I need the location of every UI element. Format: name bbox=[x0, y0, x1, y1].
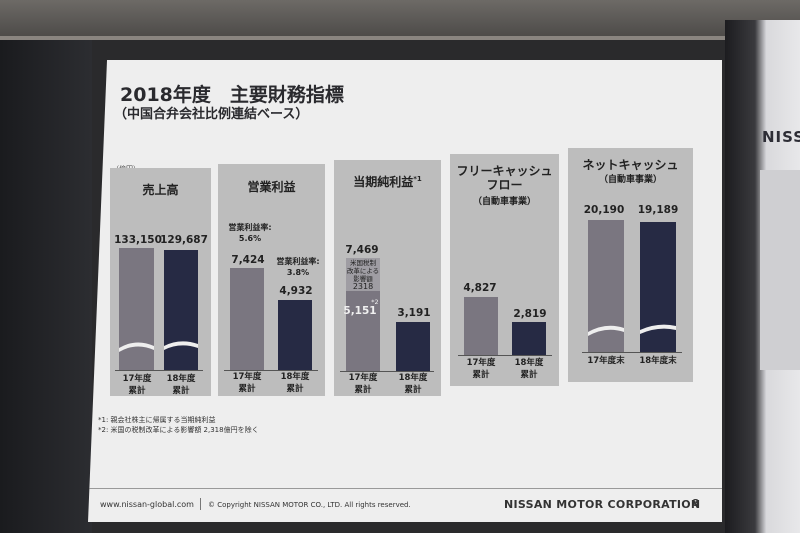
footnote-2: *2: 米国の税制改革による影響額 2,318億円を除く bbox=[98, 426, 259, 434]
category-label-fy17: 17年度 累計 bbox=[466, 358, 496, 380]
panel-title: フリーキャッシュ フロー bbox=[456, 164, 553, 192]
footnote-ref: *1 bbox=[413, 175, 422, 183]
value-label-fy18: 3,191 bbox=[397, 307, 431, 319]
projected-slide: 2018年度 主要財務指標 （中国合弁会社比例連結ベース） （億円） 売上高 1… bbox=[88, 60, 722, 522]
x-axis bbox=[458, 355, 552, 356]
ceiling-edge bbox=[0, 36, 800, 40]
value-label-fy17: 7,424 bbox=[231, 254, 265, 266]
margin-annotation-fy17: 営業利益率: 5.6% bbox=[228, 223, 272, 243]
category-label-fy18: 18年度 累計 bbox=[398, 373, 428, 395]
value-label-fy18: 2,819 bbox=[513, 308, 547, 320]
x-axis bbox=[582, 352, 682, 353]
bar-fy17-tax-effect bbox=[346, 258, 380, 291]
footer-separator bbox=[200, 498, 201, 510]
footer-company: NISSAN MOTOR CORPORATION bbox=[504, 498, 701, 511]
category-label-fy17: 17年度 累計 bbox=[348, 373, 378, 395]
footnote-1: *1: 親会社株主に帰属する当期純利益 bbox=[98, 416, 216, 424]
footnotes: *1: 親会社株主に帰属する当期純利益 *2: 米国の税制改革による影響額 2,… bbox=[98, 415, 259, 435]
slide-subtitle: （中国合弁会社比例連結ベース） bbox=[114, 107, 309, 122]
category-label-fy17: 17年度末 bbox=[587, 356, 625, 366]
category-label-fy18: 18年度 累計 bbox=[280, 372, 310, 394]
bar-fy17 bbox=[464, 297, 498, 355]
ceiling bbox=[0, 0, 800, 40]
panel-title-text: 当期純利益 bbox=[353, 175, 414, 189]
base-note: *2 bbox=[371, 298, 379, 306]
page-number: 8 bbox=[692, 498, 699, 509]
axis-break-mark bbox=[588, 324, 676, 336]
chart-panel-revenue: 売上高 133,150 129,687 17年度 累計 18年度 累計 bbox=[110, 168, 211, 396]
value-label-fy18: 19,189 bbox=[637, 204, 679, 216]
category-label-fy18: 18年度 累計 bbox=[514, 358, 544, 380]
bar-fy18 bbox=[164, 250, 198, 370]
x-axis bbox=[224, 370, 318, 371]
category-label-fy17: 17年度 累計 bbox=[122, 374, 152, 396]
category-label-fy17: 17年度 累計 bbox=[232, 372, 262, 394]
bar-fy18 bbox=[512, 322, 546, 355]
category-label-fy18: 18年度 累計 bbox=[166, 374, 196, 396]
chart-panel-net-income: 当期純利益*1 7,469 米国税制 改革による 影響額 2318 *2 5,1… bbox=[334, 160, 441, 396]
axis-break-mark bbox=[119, 341, 198, 352]
bar-fy18 bbox=[278, 300, 312, 370]
panel-subtitle: （自動車事業） bbox=[598, 175, 662, 185]
chart-panel-operating-profit: 営業利益 営業利益率: 5.6% 7,424 営業利益率: 3.8% 4,932… bbox=[218, 164, 325, 396]
left-wall bbox=[0, 40, 92, 533]
x-axis bbox=[340, 371, 434, 372]
x-axis bbox=[115, 370, 203, 371]
value-label-fy17: 20,190 bbox=[583, 204, 625, 216]
bar-fy17 bbox=[119, 248, 154, 370]
panel-subtitle: （自動車事業） bbox=[472, 197, 536, 207]
panel-title: 当期純利益*1 bbox=[334, 173, 441, 190]
value-label-fy18: 4,932 bbox=[279, 285, 313, 297]
bar-fy17-base bbox=[346, 291, 380, 371]
panel-title: 売上高 bbox=[142, 183, 179, 197]
category-label-fy18: 18年度末 bbox=[639, 356, 677, 366]
panel-title: 営業利益 bbox=[247, 180, 296, 194]
value-label-fy18: 129,687 bbox=[160, 234, 208, 246]
value-label-fy17: 4,827 bbox=[463, 282, 497, 294]
value-label-fy17: 133,150 bbox=[114, 234, 162, 246]
slide-title: 2018年度 主要財務指標 bbox=[120, 84, 344, 106]
bar-fy18 bbox=[396, 322, 430, 371]
footer-divider bbox=[88, 488, 722, 489]
footer-copyright: © Copyright NISSAN MOTOR CO., LTD. All r… bbox=[208, 501, 411, 509]
tax-effect-value: 2318 bbox=[352, 282, 374, 291]
chart-panel-free-cash-flow: フリーキャッシュ フロー （自動車事業） 4,827 2,819 17年度 累計… bbox=[450, 154, 559, 386]
chart-panel-net-cash: ネットキャッシュ （自動車事業） 20,190 19,189 17年度末 18年… bbox=[568, 148, 693, 382]
panel-title: ネットキャッシュ bbox=[582, 158, 679, 172]
bar-fy17 bbox=[230, 268, 264, 370]
footer-url: www.nissan-global.com bbox=[100, 500, 194, 509]
value-label-fy17: 7,469 bbox=[345, 244, 379, 256]
wall-sign: NISS bbox=[762, 128, 800, 146]
base-value-label: 5,151 bbox=[343, 305, 377, 317]
margin-annotation-fy18: 営業利益率: 3.8% bbox=[276, 257, 320, 277]
right-wall-panel bbox=[760, 170, 800, 370]
tax-effect-caption: 米国税制 改革による 影響額 bbox=[346, 259, 380, 283]
